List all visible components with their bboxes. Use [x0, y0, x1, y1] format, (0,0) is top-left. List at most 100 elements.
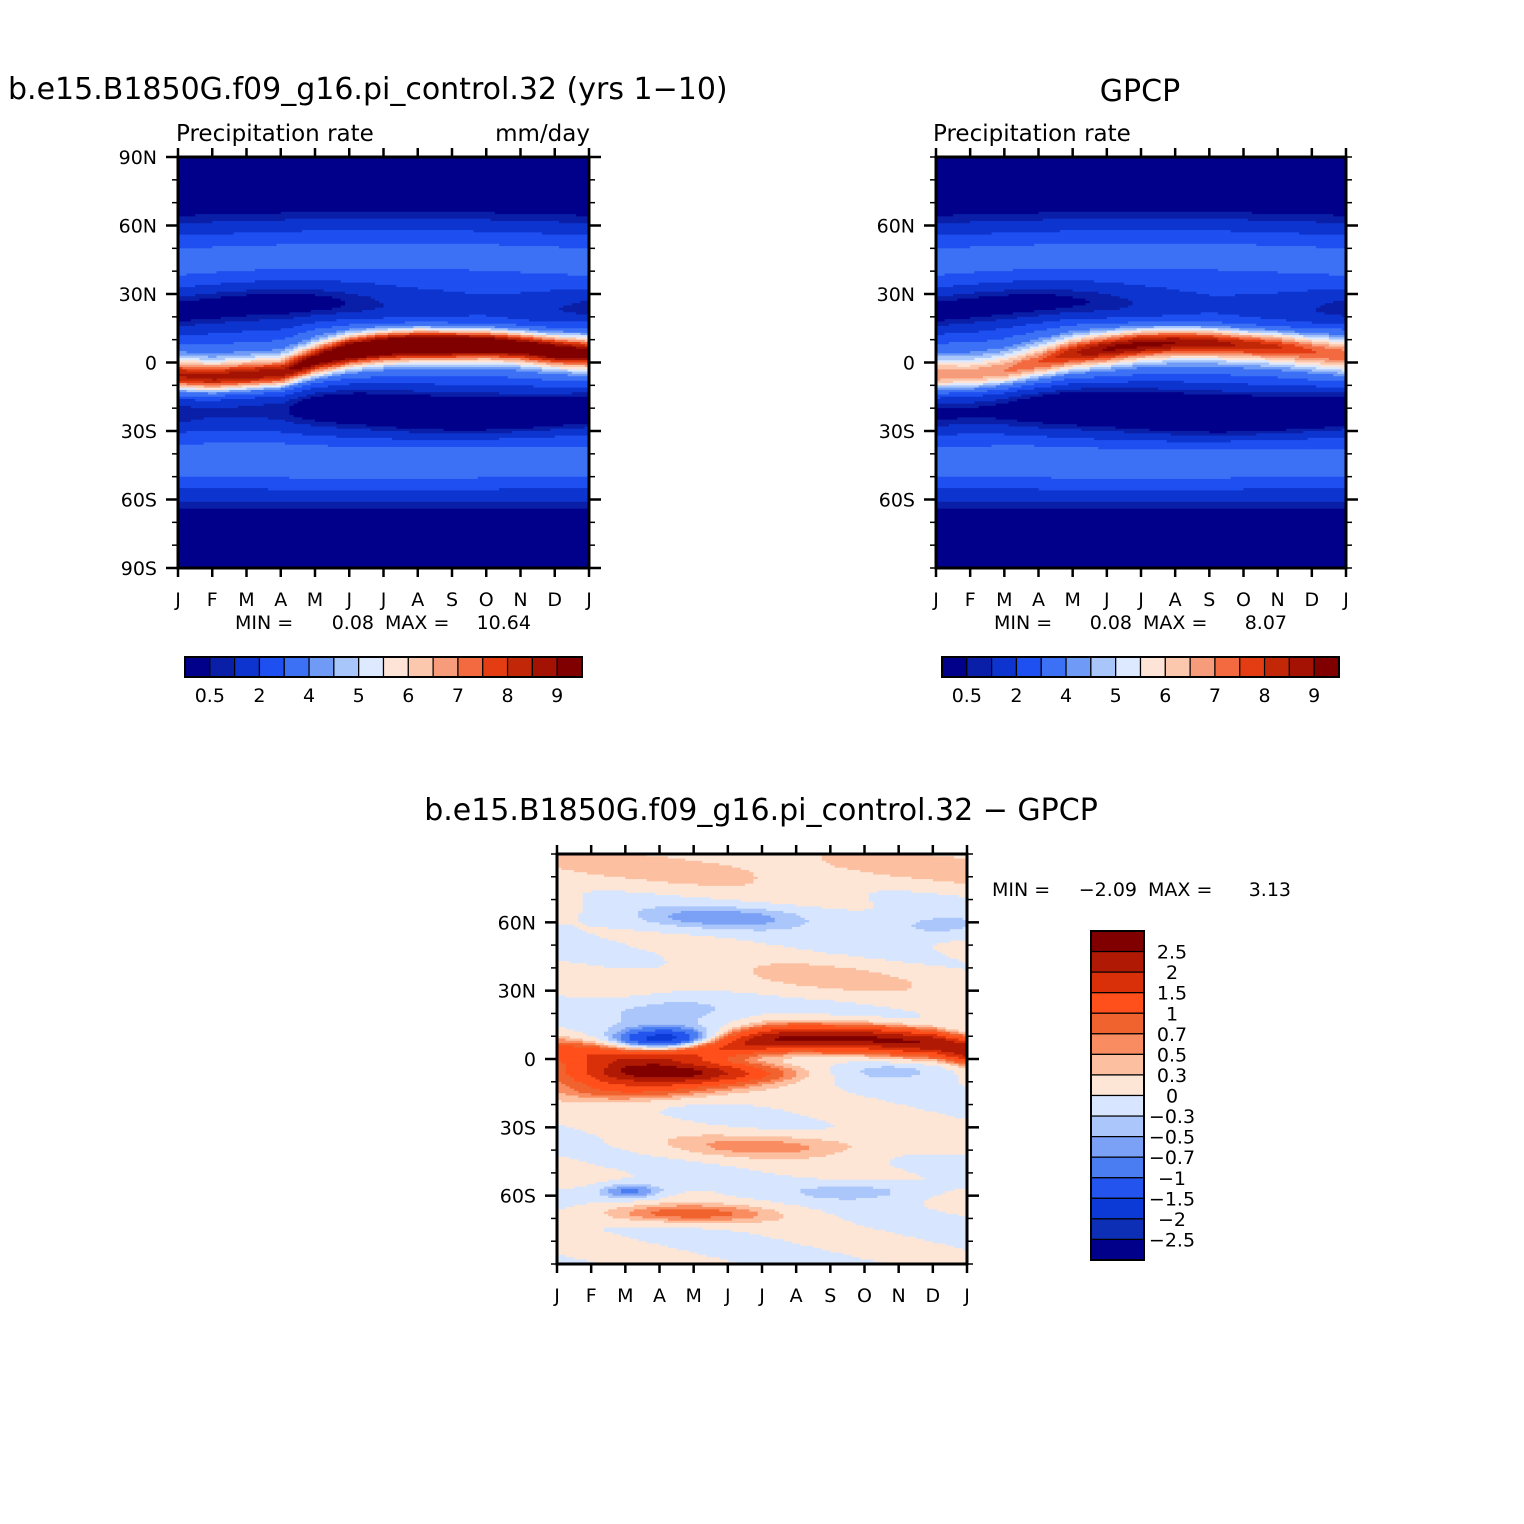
- diff-field-cell: [557, 1024, 614, 1028]
- diff-field-cell: [557, 1129, 584, 1133]
- obs-field-cell: [936, 284, 954, 288]
- diff-field-cell: [949, 1031, 960, 1035]
- model-field-cell: [327, 346, 333, 350]
- obs-field-cell: [1299, 341, 1313, 345]
- obs-field-cell: [1281, 332, 1300, 336]
- model-field-cell: [297, 380, 303, 384]
- obs-field-cell: [936, 239, 1347, 243]
- obs-field-cell: [1089, 330, 1108, 334]
- diff-field-cell: [881, 1065, 895, 1069]
- diff-field-cell: [924, 1202, 968, 1206]
- obs-field-cell: [1051, 367, 1061, 370]
- obs-field-cell: [1132, 332, 1159, 336]
- model-field-cell: [524, 360, 539, 364]
- diff-field-cell: [616, 1186, 648, 1190]
- diff-field-cell: [557, 992, 652, 996]
- diff-field-cell: [557, 881, 669, 885]
- obs-field-cell: [1243, 488, 1347, 491]
- obs-field-cell: [1281, 369, 1313, 373]
- diff-field-cell: [680, 1027, 695, 1030]
- diff-field-cell: [920, 1047, 968, 1051]
- obs-field-cell: [1119, 353, 1138, 357]
- diff-field-cell: [821, 1052, 891, 1056]
- obs-field-cell: [1008, 376, 1023, 380]
- diff-field-cell: [834, 865, 968, 869]
- model-field-cell: [259, 383, 278, 386]
- model-field-cell: [178, 474, 590, 478]
- obs-field-cell: [1038, 314, 1163, 318]
- diff-field-cell: [873, 904, 968, 907]
- diff-field-cell: [629, 1045, 648, 1049]
- diff-field-cell: [706, 1031, 716, 1035]
- model-field-cell: [178, 421, 295, 425]
- model-field-cell: [220, 385, 243, 389]
- model-field-cell: [178, 266, 590, 270]
- diff-field-cell: [625, 1040, 639, 1044]
- obs-field-cell: [1038, 337, 1052, 341]
- model-field-cell: [178, 184, 590, 188]
- diff-field-cell: [595, 1040, 609, 1044]
- obs-field-cell: [936, 431, 1125, 434]
- diff-field-cell: [873, 1227, 968, 1231]
- diff-field-cell: [770, 1065, 784, 1069]
- obs-field-cell: [1076, 323, 1257, 327]
- obs-field-cell: [1055, 339, 1065, 343]
- obs-field-cell: [1008, 387, 1035, 391]
- obs-field-cell: [1115, 348, 1146, 352]
- diff-colorbar-label: 1.5: [1157, 983, 1187, 1005]
- obs-field-cell: [1128, 339, 1219, 343]
- obs-field-cell: [1115, 369, 1283, 373]
- model-field-cell: [186, 351, 235, 354]
- obs-field-cell: [1029, 339, 1044, 343]
- diff-field-cell: [783, 1141, 840, 1144]
- diff-field-cell: [608, 1081, 703, 1085]
- model-field-cell: [178, 563, 590, 567]
- model-field-cell: [332, 344, 338, 348]
- obs-field-cell: [1098, 362, 1116, 366]
- model-field-cell: [315, 341, 325, 345]
- obs-field-cell: [1294, 337, 1309, 341]
- diff-field-cell: [557, 1049, 622, 1053]
- obs-field-cell: [1072, 367, 1091, 370]
- obs-lat-label: 60S: [879, 490, 915, 512]
- diff-field-cell: [791, 1049, 814, 1053]
- model-field-cell: [195, 284, 397, 288]
- diff-field-cell: [685, 858, 823, 862]
- obs-field-cell: [987, 380, 1005, 384]
- model-field-cell: [246, 314, 312, 318]
- diff-field-cell: [557, 1088, 575, 1092]
- diff-field-cell: [621, 1234, 763, 1238]
- model-field-cell: [315, 321, 406, 325]
- diff-field-cell: [582, 901, 772, 905]
- diff-field-cell: [621, 1188, 639, 1192]
- diff-field-cell: [693, 1120, 827, 1124]
- diff-field-cell: [723, 1045, 883, 1049]
- diff-field-cell: [954, 1059, 968, 1062]
- obs-field-cell: [936, 494, 1347, 498]
- diff-field-cell: [557, 949, 648, 953]
- model-field-cell: [362, 330, 376, 334]
- model-field-cell: [306, 344, 312, 348]
- model-field-cell: [178, 367, 183, 370]
- diff-field-cell: [557, 876, 626, 880]
- diff-field-cell: [557, 1077, 575, 1081]
- diff-field-cell: [557, 1136, 601, 1140]
- diff-field-cell: [697, 1038, 703, 1042]
- obs-field-cell: [1025, 353, 1035, 357]
- obs-field-cell: [1153, 353, 1253, 357]
- obs-field-cell: [936, 469, 1347, 473]
- diff-field-cell: [762, 1084, 789, 1087]
- model-field-cell: [297, 362, 320, 366]
- diff-colorbar-swatch: [1090, 950, 1145, 973]
- obs-field-cell: [936, 458, 1347, 462]
- obs-field-cell: [1055, 341, 1065, 345]
- obs-field-cell: [1076, 344, 1087, 348]
- model-field-cell: [387, 335, 406, 338]
- diff-field-cell: [557, 1186, 575, 1190]
- obs-field-cell: [1094, 357, 1112, 361]
- obs-field-cell: [936, 163, 1347, 167]
- model-field-cell: [571, 392, 590, 396]
- diff-field-cell: [668, 1218, 733, 1222]
- model-field-cell: [447, 321, 590, 325]
- model-field-cell: [178, 193, 590, 197]
